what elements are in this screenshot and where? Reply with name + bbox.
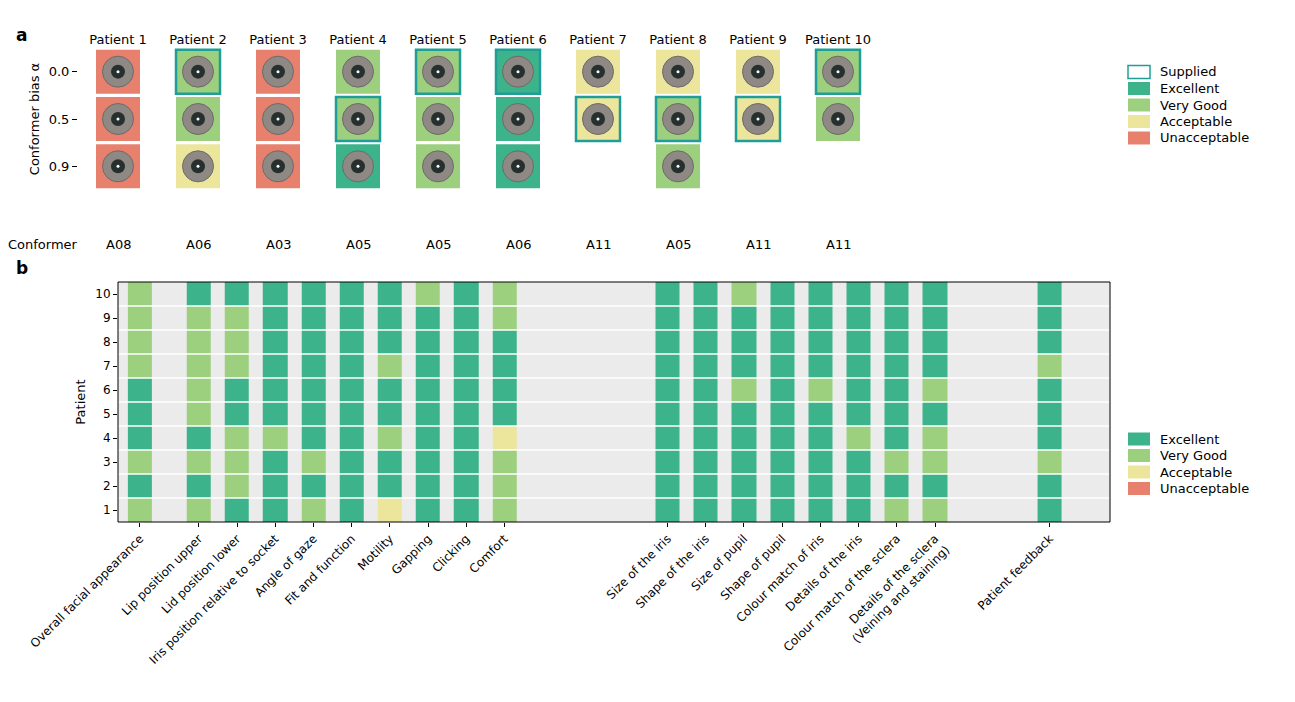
svg-text:5: 5 [103, 407, 111, 421]
svg-text:b: b [16, 258, 28, 278]
svg-text:Supplied: Supplied [1160, 64, 1216, 79]
svg-text:Acceptable: Acceptable [1160, 114, 1232, 129]
svg-text:Conformer bias α: Conformer bias α [27, 63, 42, 175]
svg-text:Conformer: Conformer [8, 237, 78, 252]
svg-text:10: 10 [95, 287, 110, 301]
svg-text:Very Good: Very Good [1160, 448, 1227, 463]
svg-text:Patient 6: Patient 6 [489, 32, 547, 47]
svg-text:a: a [16, 25, 27, 45]
svg-text:4: 4 [103, 431, 111, 445]
svg-text:3: 3 [103, 455, 111, 469]
svg-text:Clicking: Clicking [429, 532, 472, 575]
svg-text:Excellent: Excellent [1160, 81, 1219, 96]
svg-text:A08: A08 [106, 237, 131, 252]
svg-text:Lip position upper: Lip position upper [119, 532, 205, 618]
svg-text:Shape of the iris: Shape of the iris [633, 532, 712, 611]
svg-text:Size of the iris: Size of the iris [604, 532, 674, 602]
svg-text:Colour match of the sclera: Colour match of the sclera [781, 532, 904, 655]
svg-text:Patient 9: Patient 9 [729, 32, 787, 47]
svg-text:Patient 4: Patient 4 [329, 32, 387, 47]
svg-text:Comfort: Comfort [467, 532, 511, 576]
svg-text:Gapping: Gapping [389, 532, 435, 578]
svg-text:Shape of pupil: Shape of pupil [718, 532, 789, 603]
svg-text:Colour match of iris: Colour match of iris [734, 532, 827, 625]
svg-text:Patient 8: Patient 8 [649, 32, 707, 47]
svg-text:Acceptable: Acceptable [1160, 465, 1232, 480]
svg-text:Motility: Motility [355, 532, 396, 573]
svg-text:Unacceptable: Unacceptable [1160, 481, 1249, 496]
svg-text:Iris position relative to sock: Iris position relative to socket [147, 532, 282, 667]
svg-text:0.5: 0.5 [49, 112, 70, 127]
svg-text:Details of the iris: Details of the iris [783, 532, 865, 614]
svg-text:Excellent: Excellent [1160, 432, 1219, 447]
svg-text:Patient feedback: Patient feedback [975, 532, 1056, 613]
svg-text:Fit and function: Fit and function [282, 532, 358, 608]
svg-text:A11: A11 [586, 237, 611, 252]
svg-text:Patient 2: Patient 2 [169, 32, 227, 47]
svg-text:Patient 1: Patient 1 [89, 32, 147, 47]
svg-text:A05: A05 [426, 237, 451, 252]
svg-text:0.9: 0.9 [49, 159, 70, 174]
svg-text:A06: A06 [506, 237, 531, 252]
svg-text:Patient: Patient [73, 379, 88, 424]
svg-text:A11: A11 [826, 237, 851, 252]
svg-text:7: 7 [103, 359, 111, 373]
svg-text:0.0: 0.0 [49, 64, 70, 79]
svg-text:A03: A03 [266, 237, 291, 252]
svg-text:Patient 3: Patient 3 [249, 32, 307, 47]
svg-text:Angle of gaze: Angle of gaze [252, 532, 320, 600]
svg-text:Lid position lower: Lid position lower [159, 532, 244, 617]
svg-text:A11: A11 [746, 237, 771, 252]
svg-text:Patient 5: Patient 5 [409, 32, 467, 47]
svg-text:1: 1 [103, 503, 111, 517]
svg-text:2: 2 [103, 479, 111, 493]
svg-text:Overall facial appearance: Overall facial appearance [28, 532, 147, 651]
svg-text:9: 9 [103, 311, 111, 325]
svg-text:Details of the sclera(Veining: Details of the sclera(Veining and staini… [838, 532, 952, 646]
svg-text:Patient 10: Patient 10 [805, 32, 871, 47]
svg-text:6: 6 [103, 383, 111, 397]
svg-text:Unacceptable: Unacceptable [1160, 130, 1249, 145]
svg-text:Patient 7: Patient 7 [569, 32, 627, 47]
svg-text:8: 8 [103, 335, 111, 349]
svg-text:A06: A06 [186, 237, 211, 252]
svg-text:Size of pupil: Size of pupil [689, 532, 751, 594]
svg-text:Very Good: Very Good [1160, 98, 1227, 113]
svg-text:A05: A05 [666, 237, 691, 252]
svg-text:A05: A05 [346, 237, 371, 252]
